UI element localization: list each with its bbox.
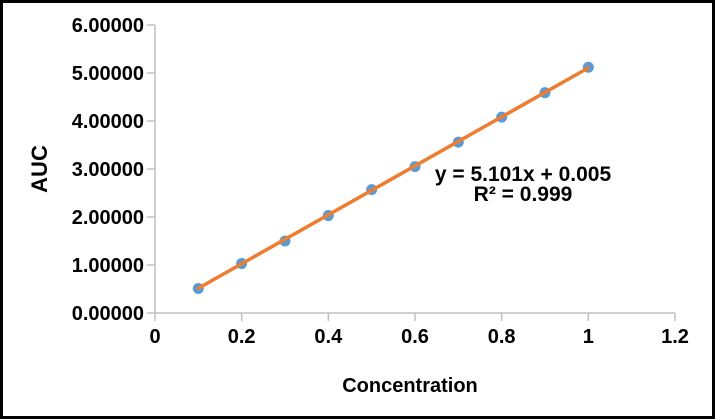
trendline xyxy=(196,66,591,291)
x-tick-label: 1.2 xyxy=(661,326,689,348)
x-tick-label: 0.2 xyxy=(228,326,256,348)
axes-layer: 0.00000 1.00000 2.00000 3.00000 4.00000 5.000… xyxy=(72,15,689,348)
y-tick-label: 1.00000 xyxy=(72,255,144,277)
x-tick-label: 0.4 xyxy=(314,326,343,348)
x-tick-label: 0.6 xyxy=(401,326,429,348)
x-tick-label: 1 xyxy=(583,326,594,348)
y-tick-label: 5.00000 xyxy=(72,63,144,85)
x-tick-label: 0.8 xyxy=(488,326,516,348)
trendline-equation-label: y = 5.101x + 0.005 xyxy=(435,163,612,186)
y-tick-label: 3.00000 xyxy=(72,159,144,181)
y-tick-label: 2.00000 xyxy=(72,207,144,229)
series-layer xyxy=(192,61,594,295)
y-tick-label: 0.00000 xyxy=(72,303,144,325)
x-axis-title: Concentration xyxy=(342,375,478,397)
y-axis-title: AUC xyxy=(27,145,52,193)
trendline-r-squared-label: R² = 0.999 xyxy=(474,183,573,206)
y-tick-label: 6.00000 xyxy=(72,15,144,37)
y-tick-label: 4.00000 xyxy=(72,111,144,133)
x-tick-label: 0 xyxy=(149,326,160,348)
